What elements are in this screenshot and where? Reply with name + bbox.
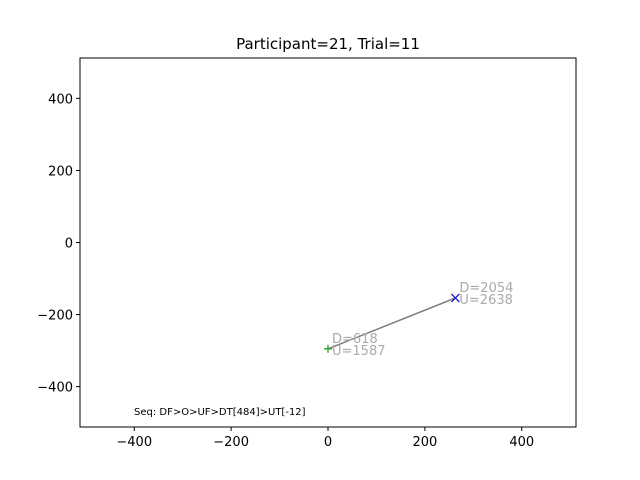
y-tick-label: −400 — [37, 381, 73, 396]
x-tick-label: −200 — [213, 435, 249, 450]
y-tick-label: 200 — [48, 164, 73, 179]
trajectory-line — [327, 297, 456, 350]
sequence-text: Seq: DF>O>UF>DT[484]>UT[-12] — [134, 407, 306, 418]
x-tick-label: 200 — [412, 435, 437, 450]
chart-title: Participant=21, Trial=11 — [236, 35, 420, 53]
y-tick-label: −200 — [37, 309, 73, 324]
start-point-plus-marker — [324, 344, 332, 353]
x-tick-label: 400 — [509, 435, 534, 450]
y-tick-label: 0 — [65, 237, 73, 252]
y-tick-label: 400 — [48, 92, 73, 107]
end-point-x-marker — [450, 293, 460, 303]
x-tick-label: 0 — [324, 435, 332, 450]
x-tick-label: −400 — [116, 435, 152, 450]
start-point-label: U=1587 — [332, 344, 386, 359]
x-axis: −400 −200 0 200 400 — [116, 427, 534, 450]
end-point-label: U=2638 — [459, 293, 513, 308]
start-point-label: D=618 — [332, 332, 378, 347]
end-point-label: D=2054 — [459, 281, 513, 296]
y-axis: −400 −200 0 200 400 — [37, 92, 80, 396]
